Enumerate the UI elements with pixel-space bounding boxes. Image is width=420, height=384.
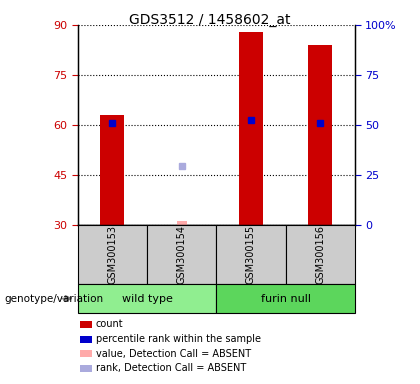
Bar: [100, 115, 124, 225]
Text: furin null: furin null: [260, 293, 311, 304]
Text: GSM300154: GSM300154: [177, 225, 186, 284]
Text: GSM300153: GSM300153: [108, 225, 117, 284]
Text: rank, Detection Call = ABSENT: rank, Detection Call = ABSENT: [96, 363, 246, 373]
Text: percentile rank within the sample: percentile rank within the sample: [96, 334, 261, 344]
Text: GSM300156: GSM300156: [315, 225, 325, 284]
Text: GDS3512 / 1458602_at: GDS3512 / 1458602_at: [129, 13, 291, 27]
Text: value, Detection Call = ABSENT: value, Detection Call = ABSENT: [96, 349, 251, 359]
Text: wild type: wild type: [121, 293, 173, 304]
Bar: [177, 221, 186, 225]
Text: count: count: [96, 319, 123, 329]
Bar: [239, 31, 263, 225]
Text: GSM300155: GSM300155: [246, 225, 256, 284]
Bar: [308, 45, 332, 225]
Text: genotype/variation: genotype/variation: [4, 293, 103, 304]
